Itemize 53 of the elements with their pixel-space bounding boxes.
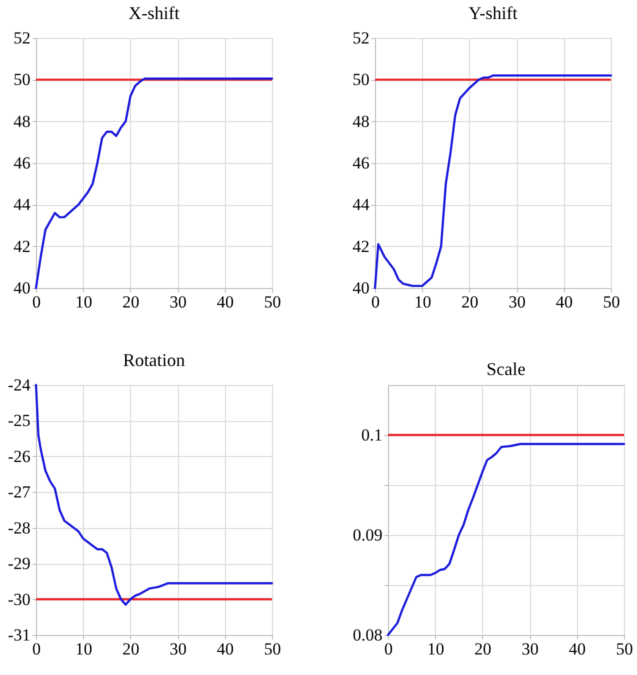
chart-title: Scale <box>486 359 526 379</box>
x-tick-label: 50 <box>264 292 281 312</box>
x-tick-label: 0 <box>32 640 41 658</box>
y-tick-label: 52 <box>352 28 370 48</box>
y-tick-label: 50 <box>14 70 30 90</box>
y-tick-label: 42 <box>352 236 370 256</box>
x-tick-label: 50 <box>264 640 281 658</box>
x-tick-label: 10 <box>427 640 444 658</box>
y-tick-label: -29 <box>8 554 30 574</box>
x-tick-label: 40 <box>556 292 573 312</box>
y-tick-label: 44 <box>14 195 31 214</box>
y-tick-label: 44 <box>352 195 370 214</box>
x-tick-label: 40 <box>216 292 234 312</box>
x-tick-label: 20 <box>122 640 140 658</box>
x-tick-label: 0 <box>384 640 393 658</box>
y-tick-label: -24 <box>8 376 31 394</box>
y-tick-label: -25 <box>8 411 30 430</box>
y-tick-label: 52 <box>14 28 30 48</box>
y-tick-label: 48 <box>14 112 30 131</box>
chart-title: Rotation <box>123 350 185 370</box>
y-tick-label: 40 <box>14 278 30 298</box>
chart-title: Y-shift <box>468 3 518 23</box>
y-tick-label: 0.1 <box>361 426 382 444</box>
x-tick-label: 30 <box>170 292 187 312</box>
y-tick-label: -31 <box>8 626 30 644</box>
y-tick-label: -27 <box>8 482 31 502</box>
y-tick-label: 0.09 <box>352 526 382 544</box>
y-tick-label: -26 <box>8 446 30 466</box>
x-tick-label: 30 <box>508 292 526 312</box>
y-tick-label: 42 <box>14 236 30 256</box>
x-tick-label: 30 <box>522 640 539 658</box>
x-tick-label: 0 <box>371 292 380 312</box>
y-tick-label: 50 <box>352 70 370 90</box>
x-tick-label: 0 <box>32 292 41 312</box>
y-tick-label: 46 <box>14 154 30 172</box>
y-tick-label: 40 <box>352 278 370 298</box>
y-tick-label: -30 <box>8 590 30 609</box>
x-tick-label: 50 <box>603 292 620 312</box>
y-tick-label: 46 <box>352 154 370 172</box>
x-tick-label: 50 <box>616 640 633 658</box>
y-tick-label: -28 <box>8 518 30 538</box>
x-tick-label: 30 <box>170 640 187 658</box>
x-tick-label: 20 <box>122 292 140 312</box>
x-tick-label: 10 <box>414 292 432 312</box>
x-tick-label: 10 <box>75 292 92 312</box>
x-tick-label: 40 <box>216 640 234 658</box>
x-tick-label: 20 <box>474 640 492 658</box>
x-tick-label: 40 <box>568 640 586 658</box>
y-tick-label: 0.08 <box>352 626 382 644</box>
x-tick-label: 10 <box>75 640 92 658</box>
chart-title: X-shift <box>128 3 180 23</box>
y-tick-label: 48 <box>352 112 370 131</box>
x-tick-label: 20 <box>461 292 478 312</box>
